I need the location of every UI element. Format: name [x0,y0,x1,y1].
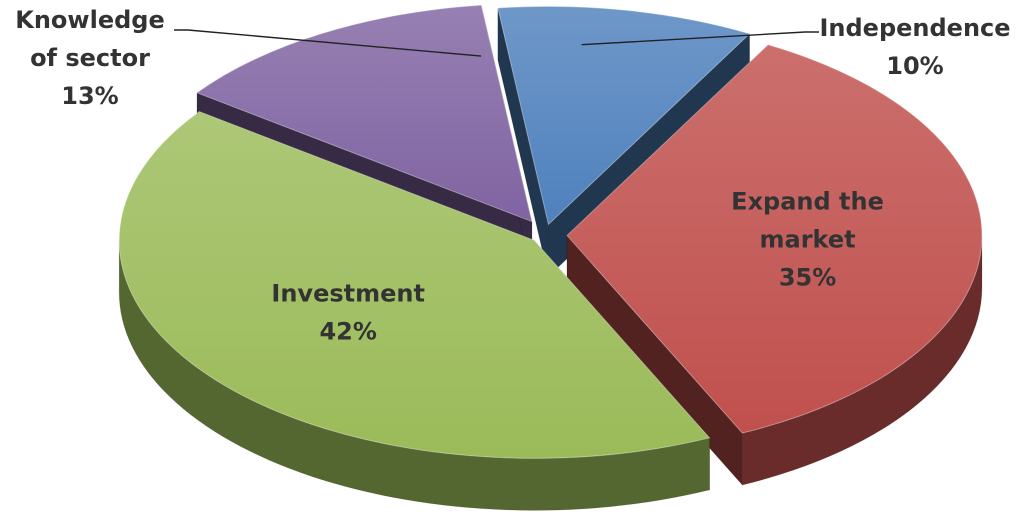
label-line-knowledge-of-sector-0: Knowledge [15,6,164,34]
slice-shine-knowledge-of-sector [196,5,532,222]
slice-shine-investment [119,111,710,459]
pie-labels: Independence 10% Expand the market 35% Invest… [15,6,1010,345]
label-line-expand-the-market-1: market [759,225,855,253]
slice-shine-independence [497,6,750,225]
leader-line-knowledge-of-sector [174,29,482,57]
label-expand-the-market: Expand the market 35% [731,187,884,291]
label-line-knowledge-of-sector-2: 13% [61,82,118,110]
label-independence: Independence 10% [819,14,1010,80]
label-line-knowledge-of-sector-1: of sector [30,44,150,72]
label-line-independence-1: 10% [886,52,943,80]
leader-line-independence [581,31,819,46]
label-line-investment-1: 42% [319,317,376,345]
slice-shine-expand-the-market [566,44,982,434]
pie-leader-lines [174,29,819,57]
label-line-investment-0: Investment [271,279,425,307]
label-line-expand-the-market-2: 35% [779,263,836,291]
label-line-independence-0: Independence [819,14,1010,42]
pie-tops [118,4,983,459]
slice-wall-expand-the-market-1 [566,234,743,487]
label-knowledge-of-sector: Knowledge of sector 13% [15,6,164,110]
label-line-expand-the-market-0: Expand the [731,187,884,215]
label-investment: Investment 42% [271,279,425,345]
